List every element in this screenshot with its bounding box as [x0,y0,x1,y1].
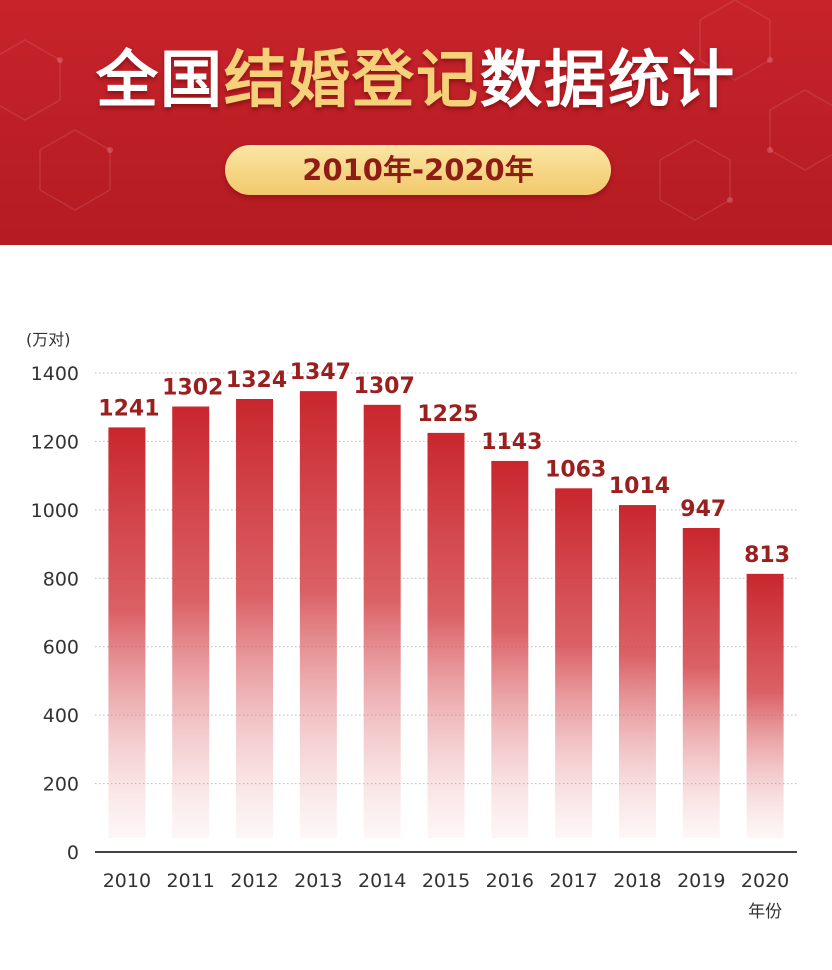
y-tick-label: 200 [43,774,79,796]
data-label: 813 [744,543,790,568]
data-label: 1324 [226,368,287,393]
page-title: 全国结婚登记数据统计 [0,40,832,120]
bar [172,406,210,838]
title-part-3: 数据统计 [480,43,737,116]
y-tick-label: 1200 [31,431,79,453]
data-label: 1302 [162,376,223,401]
bar [682,527,720,838]
bar [555,488,593,838]
x-tick-label: 2012 [230,870,278,892]
bar [491,460,529,838]
x-tick-label: 2015 [422,870,470,892]
data-label: 1225 [417,402,478,427]
x-tick-label: 2013 [294,870,342,892]
bar [108,427,146,838]
x-tick-label: 2020 [741,870,789,892]
data-label: 1143 [481,430,542,455]
axis-layer: 0 200 400 600 800 1000 1200 1400 (万对) 2010 2011 201… [26,330,797,922]
x-tick-label: 2019 [677,870,725,892]
bar [236,399,274,838]
y-tick-label: 1000 [31,500,79,522]
title-part-2: 结婚登记 [223,43,480,116]
bar [427,432,465,838]
data-label: 1063 [545,457,606,482]
y-tick-label: 0 [67,842,79,864]
x-tick-label: 2010 [103,870,151,892]
data-label: 1347 [290,360,351,385]
hexagon-pattern-decoration [0,0,832,221]
bar [618,505,656,838]
x-tick-label: 2014 [358,870,406,892]
data-label: 1307 [354,374,415,399]
y-tick-label: 400 [43,705,79,727]
x-tick-label: 2011 [167,870,215,892]
y-tick-label: 800 [43,568,79,590]
data-label: 1014 [609,474,670,499]
data-label: 947 [680,497,726,522]
header-banner: 全国结婚登记数据统计 2010年-2020年 [0,0,832,245]
x-tick-label: 2018 [613,870,661,892]
y-tick-label: 1400 [31,363,79,385]
title-part-1: 全国 [95,43,224,116]
bar [363,404,401,838]
x-axis-label: 年份 [748,902,782,922]
bar [299,391,337,838]
y-tick-label: 600 [43,637,79,659]
bar [746,573,784,838]
period-badge: 2010年-2020年 [225,145,611,195]
x-tick-label: 2016 [486,870,534,892]
y-axis-label: (万对) [26,330,71,349]
grid-layer [95,372,797,785]
data-label: 1241 [98,396,159,421]
bar-layer [108,391,784,838]
x-tick-label: 2017 [549,870,597,892]
